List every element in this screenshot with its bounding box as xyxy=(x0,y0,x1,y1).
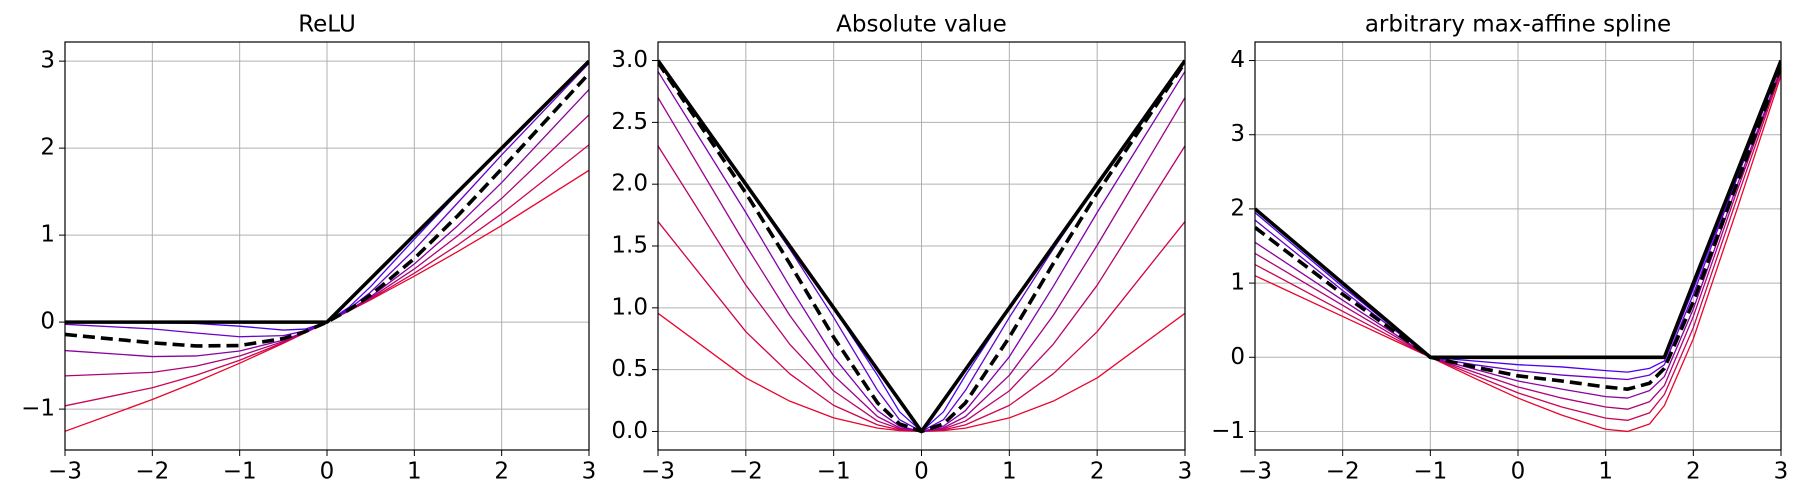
y-tick-label: 0.0 xyxy=(611,418,648,444)
y-tick-label: 1.5 xyxy=(611,233,648,259)
x-tick-label: 0 xyxy=(914,459,929,485)
panel: Absolute value −3 −2 −1 0 1 2 3 0.0 0.5 1.0 1.5 2.0 2… xyxy=(611,12,1192,485)
x-tick-label: 1 xyxy=(1002,459,1017,485)
x-tick-label: −2 xyxy=(135,459,169,485)
y-tick-label: 1 xyxy=(1230,270,1245,296)
chart-title: arbitrary max-affine spline xyxy=(1365,12,1671,38)
line-series xyxy=(658,61,1185,434)
y-tick-label: 2 xyxy=(40,135,55,161)
x-tick-label: 3 xyxy=(582,459,597,485)
x-tick-label: −1 xyxy=(223,459,257,485)
x-tick-label: 2 xyxy=(1686,459,1701,485)
plot-area xyxy=(1255,59,1781,433)
y-tick-label: 4 xyxy=(1230,47,1245,73)
panel: arbitrary max-affine spline −3 −2 −1 0 1 2 3 −1 0… xyxy=(1211,12,1788,485)
x-tick-label: −3 xyxy=(1238,459,1272,485)
x-tick-label: 0 xyxy=(1511,459,1526,485)
y-tick-label: 2.5 xyxy=(611,109,648,135)
x-tick-label: 2 xyxy=(494,459,509,485)
x-tick-label: 1 xyxy=(407,459,422,485)
x-tick-label: −3 xyxy=(641,459,675,485)
chart-title: Absolute value xyxy=(836,12,1007,38)
y-tick-label: −1 xyxy=(1211,418,1245,444)
y-tick-label: 3.0 xyxy=(611,47,648,73)
x-tick-label: 2 xyxy=(1090,459,1105,485)
y-tick-label: 3 xyxy=(1230,121,1245,147)
plot-frame xyxy=(657,41,1186,451)
y-tick-label: 1 xyxy=(40,222,55,248)
y-tick-label: 0 xyxy=(40,309,55,335)
x-tick-label: −1 xyxy=(1413,459,1447,485)
plot-frame xyxy=(64,41,590,451)
chart-title: ReLU xyxy=(298,12,356,38)
y-tick-label: 0.5 xyxy=(611,356,648,382)
plot-area xyxy=(658,59,1185,434)
line-series xyxy=(65,59,589,324)
x-tick-label: 3 xyxy=(1774,459,1789,485)
line-series xyxy=(65,72,589,348)
y-tick-label: 2 xyxy=(1230,195,1245,221)
panel: ReLU −3 −2 −1 0 1 2 3 −1 0 1 2 3 xyxy=(21,12,596,485)
x-tick-label: 3 xyxy=(1178,459,1193,485)
plot-area xyxy=(65,59,589,432)
y-tick-label: 3 xyxy=(40,48,55,74)
y-tick-label: 0 xyxy=(1230,344,1245,370)
y-tick-label: 1.0 xyxy=(611,294,648,320)
x-tick-label: −2 xyxy=(729,459,763,485)
x-tick-label: −2 xyxy=(1326,459,1360,485)
y-tick-label: 2.0 xyxy=(611,171,648,197)
x-tick-label: 1 xyxy=(1598,459,1613,485)
line-series xyxy=(1255,65,1781,391)
x-tick-label: −3 xyxy=(48,459,82,485)
plot-frame xyxy=(1254,41,1782,451)
y-tick-label: −1 xyxy=(21,396,55,422)
x-tick-label: −1 xyxy=(817,459,851,485)
x-tick-label: 0 xyxy=(320,459,335,485)
